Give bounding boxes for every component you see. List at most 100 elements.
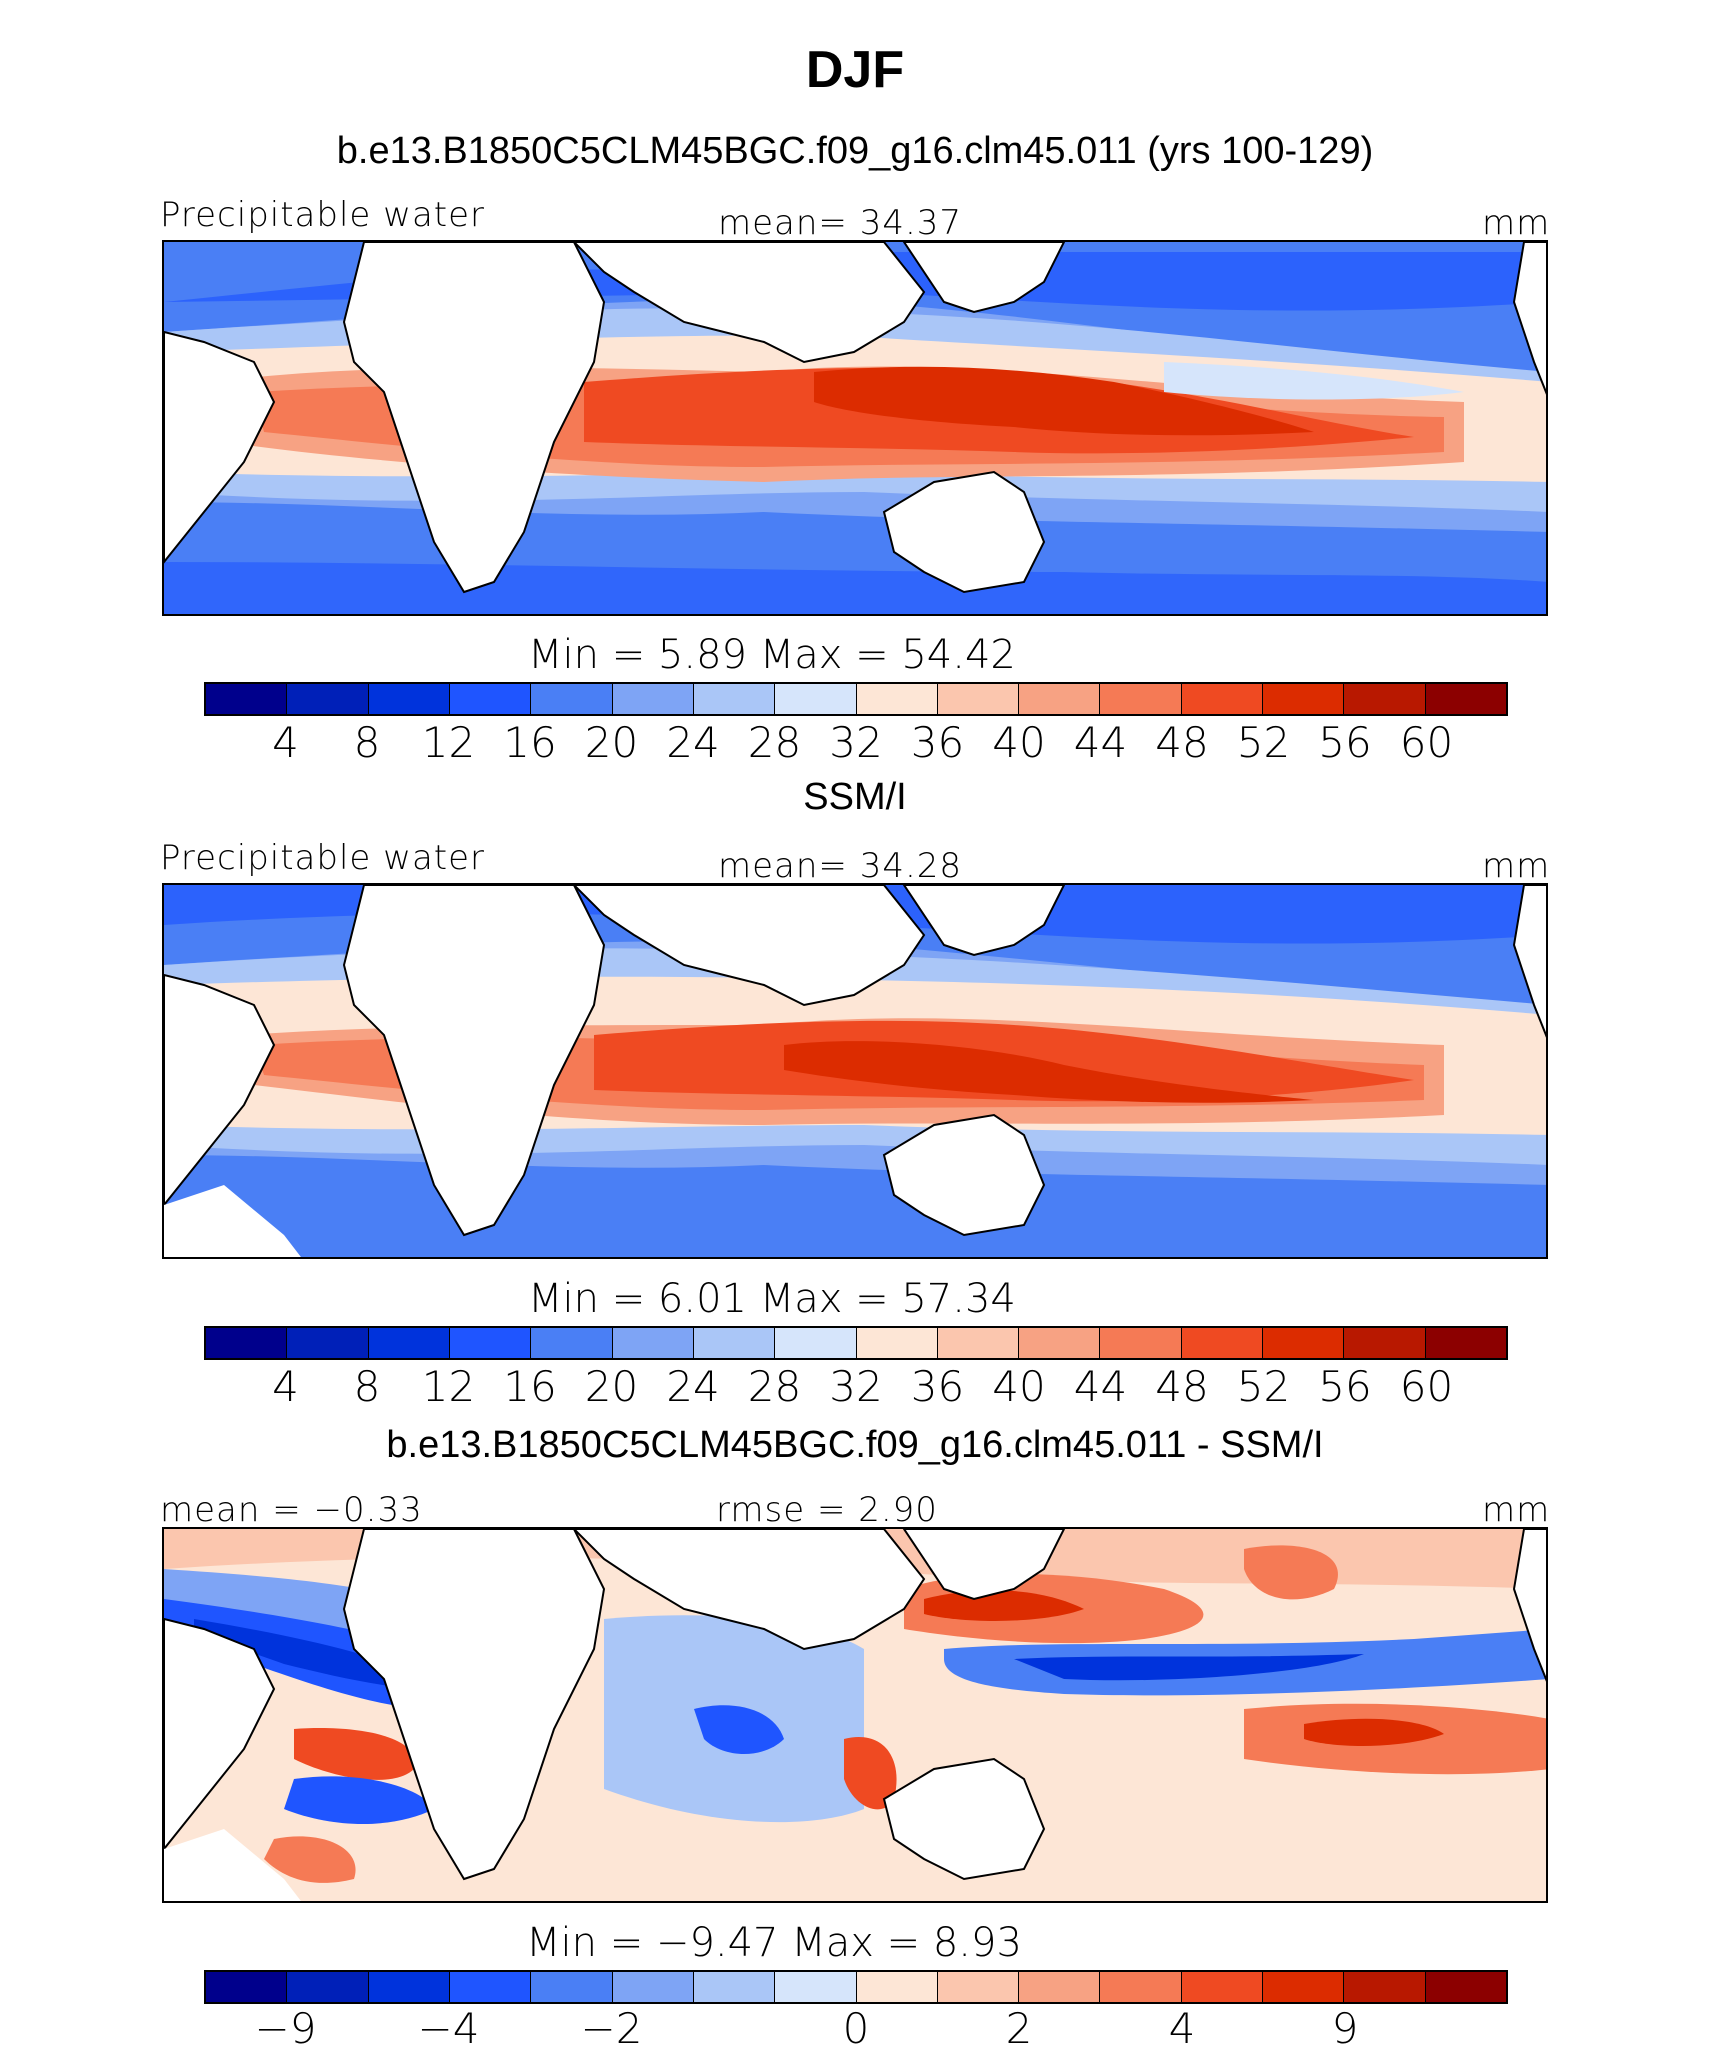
panel1-title: b.e13.B1850C5CLM45BGC.f09_g16.clm45.011 … — [336, 130, 1374, 172]
colorbar-swatch — [856, 1328, 938, 1358]
colorbar-swatch — [1425, 1972, 1506, 2002]
colorbar-tick-label: 40 — [992, 718, 1046, 767]
colorbar-tick-label: 16 — [503, 1362, 557, 1411]
colorbar-swatch — [775, 1972, 857, 2002]
colorbar-tick-label: 24 — [666, 718, 720, 767]
panel1-contour-plot — [164, 242, 1546, 614]
colorbar-swatch — [1181, 684, 1264, 714]
colorbar-swatch — [449, 684, 532, 714]
colorbar-swatch — [287, 1328, 369, 1358]
colorbar-swatch — [1263, 1972, 1345, 2002]
colorbar-swatch — [531, 1328, 613, 1358]
colorbar-swatch — [856, 1972, 938, 2002]
panel3-colorbar-ticks: −9 −4 −2 0 2 4 9 — [204, 2004, 1508, 2053]
colorbar-tick-label: 36 — [910, 718, 965, 767]
colorbar-tick-label: −9 — [254, 2004, 317, 2053]
colorbar-tick-label: 60 — [1399, 1362, 1454, 1411]
panel2-colorbar — [204, 1326, 1508, 1360]
colorbar-swatch — [1263, 684, 1345, 714]
panel2-title: SSM/I — [803, 776, 907, 818]
panel2-mean-label: mean= 34.28 — [718, 846, 963, 886]
panel3-rmse-label: rmse = 2.90 — [716, 1490, 938, 1530]
panel2-colorbar-ticks: 4 8 12 16 20 24 28 32 36 40 44 48 52 56 60 — [204, 1362, 1508, 1411]
colorbar-swatch — [693, 1328, 776, 1358]
colorbar-tick-label: 0 — [842, 2004, 870, 2053]
colorbar-tick-label: −2 — [580, 2004, 643, 2053]
colorbar-tick-label: 4 — [1168, 2004, 1196, 2053]
colorbar-swatch — [693, 684, 776, 714]
colorbar-swatch — [287, 1972, 369, 2002]
colorbar-swatch — [1344, 684, 1426, 714]
panel3-title: b.e13.B1850C5CLM45BGC.f09_g16.clm45.011 … — [386, 1424, 1324, 1466]
colorbar-swatch — [937, 1972, 1020, 2002]
colorbar-swatch — [775, 684, 857, 714]
colorbar-tick-label: 9 — [1331, 2004, 1359, 2053]
colorbar-tick-label: 12 — [421, 1362, 476, 1411]
panel1-colorbar-ticks: 4 8 12 16 20 24 28 32 36 40 44 48 52 56 60 — [204, 718, 1508, 767]
colorbar-swatch — [1100, 1328, 1182, 1358]
colorbar-swatch — [612, 1328, 694, 1358]
colorbar-tick-label: 8 — [353, 718, 381, 767]
panel2-minmax: Min = 6.01 Max = 57.34 — [528, 1276, 1016, 1322]
colorbar-swatch — [775, 1328, 857, 1358]
colorbar-tick-label: 4 — [272, 1362, 299, 1411]
colorbar-swatch — [1344, 1328, 1426, 1358]
panel2-map — [162, 883, 1548, 1259]
colorbar-swatch — [612, 684, 694, 714]
colorbar-swatch — [1425, 1328, 1506, 1358]
colorbar-tick-label: 52 — [1236, 718, 1291, 767]
colorbar-tick-label: 52 — [1236, 1362, 1291, 1411]
colorbar-tick-label: 12 — [421, 718, 476, 767]
colorbar-swatch — [693, 1972, 776, 2002]
colorbar-tick-label: 56 — [1318, 718, 1372, 767]
panel3-unit-label: mm — [1482, 1490, 1551, 1530]
panel3-mean-label: mean = −0.33 — [160, 1490, 423, 1530]
colorbar-tick-label: 24 — [666, 1362, 720, 1411]
panel3-colorbar — [204, 1970, 1508, 2004]
colorbar-swatch — [287, 684, 369, 714]
colorbar-tick-label: 48 — [1155, 718, 1209, 767]
colorbar-tick-label: 4 — [272, 718, 299, 767]
colorbar-tick-label: 60 — [1399, 718, 1454, 767]
panel1-map — [162, 240, 1548, 616]
panel1-colorbar — [204, 682, 1508, 716]
panel3-contour-plot — [164, 1529, 1546, 1901]
colorbar-swatch — [368, 1972, 450, 2002]
colorbar-tick-label: 20 — [584, 1362, 639, 1411]
colorbar-tick-label: 20 — [584, 718, 639, 767]
colorbar-tick-label: 16 — [503, 718, 557, 767]
colorbar-tick-label: 28 — [747, 1362, 802, 1411]
colorbar-tick-label: 28 — [747, 718, 802, 767]
colorbar-swatch — [1425, 684, 1506, 714]
colorbar-swatch — [1263, 1328, 1345, 1358]
colorbar-swatch — [612, 1972, 694, 2002]
colorbar-swatch — [449, 1972, 532, 2002]
colorbar-tick-label: −4 — [417, 2004, 480, 2053]
colorbar-swatch — [368, 684, 450, 714]
colorbar-swatch — [206, 1972, 288, 2002]
colorbar-swatch — [1100, 684, 1182, 714]
colorbar-swatch — [1019, 1972, 1101, 2002]
colorbar-swatch — [1181, 1972, 1264, 2002]
colorbar-tick-label: 8 — [353, 1362, 381, 1411]
colorbar-tick-label: 44 — [1073, 718, 1128, 767]
panel2-contour-plot — [164, 885, 1546, 1257]
panel1-minmax: Min = 5.89 Max = 54.42 — [528, 632, 1016, 678]
panel1-left-label: Precipitable water — [160, 195, 486, 235]
colorbar-swatch — [1181, 1328, 1264, 1358]
colorbar-swatch — [368, 1328, 450, 1358]
colorbar-swatch — [937, 684, 1020, 714]
panel3-minmax: Min = −9.47 Max = 8.93 — [526, 1920, 1022, 1966]
colorbar-tick-label: 44 — [1073, 1362, 1128, 1411]
colorbar-swatch — [206, 1328, 288, 1358]
colorbar-swatch — [1344, 1972, 1426, 2002]
colorbar-swatch — [937, 1328, 1020, 1358]
panel2-unit-label: mm — [1482, 846, 1551, 886]
panel2-left-label: Precipitable water — [160, 838, 486, 878]
colorbar-tick-label: 56 — [1318, 1362, 1372, 1411]
colorbar-swatch — [531, 1972, 613, 2002]
colorbar-swatch — [1019, 1328, 1101, 1358]
colorbar-swatch — [856, 684, 938, 714]
colorbar-tick-label: 36 — [910, 1362, 965, 1411]
colorbar-swatch — [1100, 1972, 1182, 2002]
